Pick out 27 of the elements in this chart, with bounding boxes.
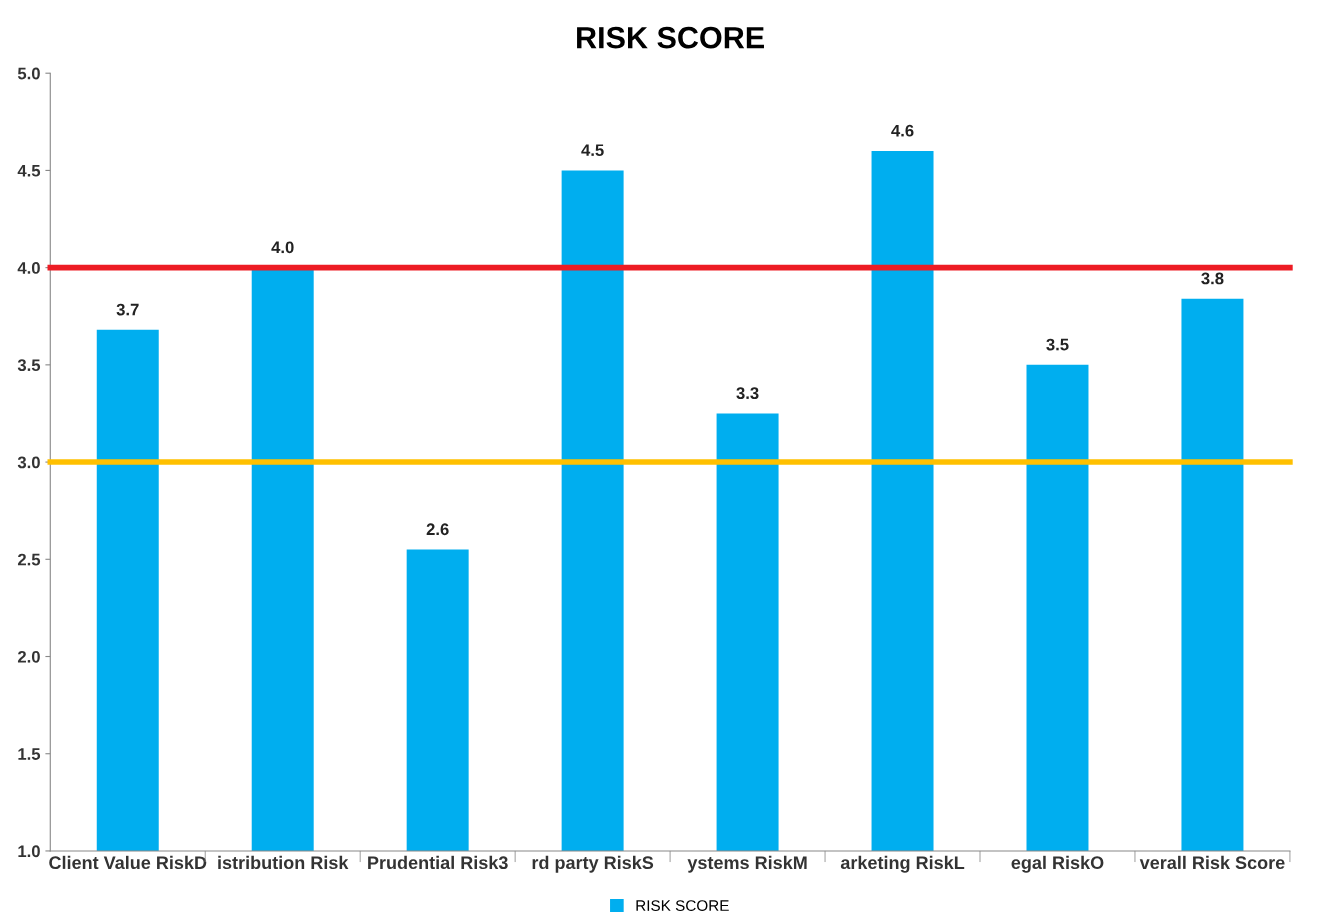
data-label: 2.6 [426, 523, 449, 536]
data-label: 3.7 [116, 303, 139, 316]
data-label: 4.0 [271, 241, 294, 254]
y-tick-label: 1.5 [18, 748, 41, 760]
y-tick-label: 2.0 [17, 650, 40, 663]
data-label: 4.6 [891, 124, 914, 137]
x-tick-label: istribution Risk [218, 855, 349, 870]
y-tick-label: 3.5 [17, 359, 41, 372]
y-tick-label: 4.0 [17, 262, 40, 274]
data-label: 3.5 [1046, 338, 1069, 351]
legend-label: RISK SCORE [636, 900, 729, 911]
x-tick-label: verall Risk Score [1139, 855, 1285, 870]
y-tick-label: 5.0 [17, 67, 40, 80]
y-tick-label: 1.0 [18, 845, 40, 858]
x-tick-label: Prudential Risk3 [368, 855, 508, 870]
y-tick-label: 2.5 [17, 553, 41, 566]
y-tick-label: 4.5 [17, 164, 41, 177]
chart-title: RISK SCORE [577, 26, 764, 49]
x-tick-label: ystems RiskM [687, 855, 807, 873]
x-tick-label: rd party RiskS [532, 855, 654, 873]
x-tick-label: arketing RiskL [840, 855, 965, 873]
data-label: 3.3 [736, 387, 759, 400]
data-label: 4.5 [581, 144, 604, 157]
data-label: 3.8 [1201, 272, 1224, 285]
y-tick-label: 3.0 [17, 456, 40, 469]
x-tick-label: egal RiskO [1011, 855, 1104, 873]
x-tick-label: Client Value RiskD [49, 855, 207, 870]
